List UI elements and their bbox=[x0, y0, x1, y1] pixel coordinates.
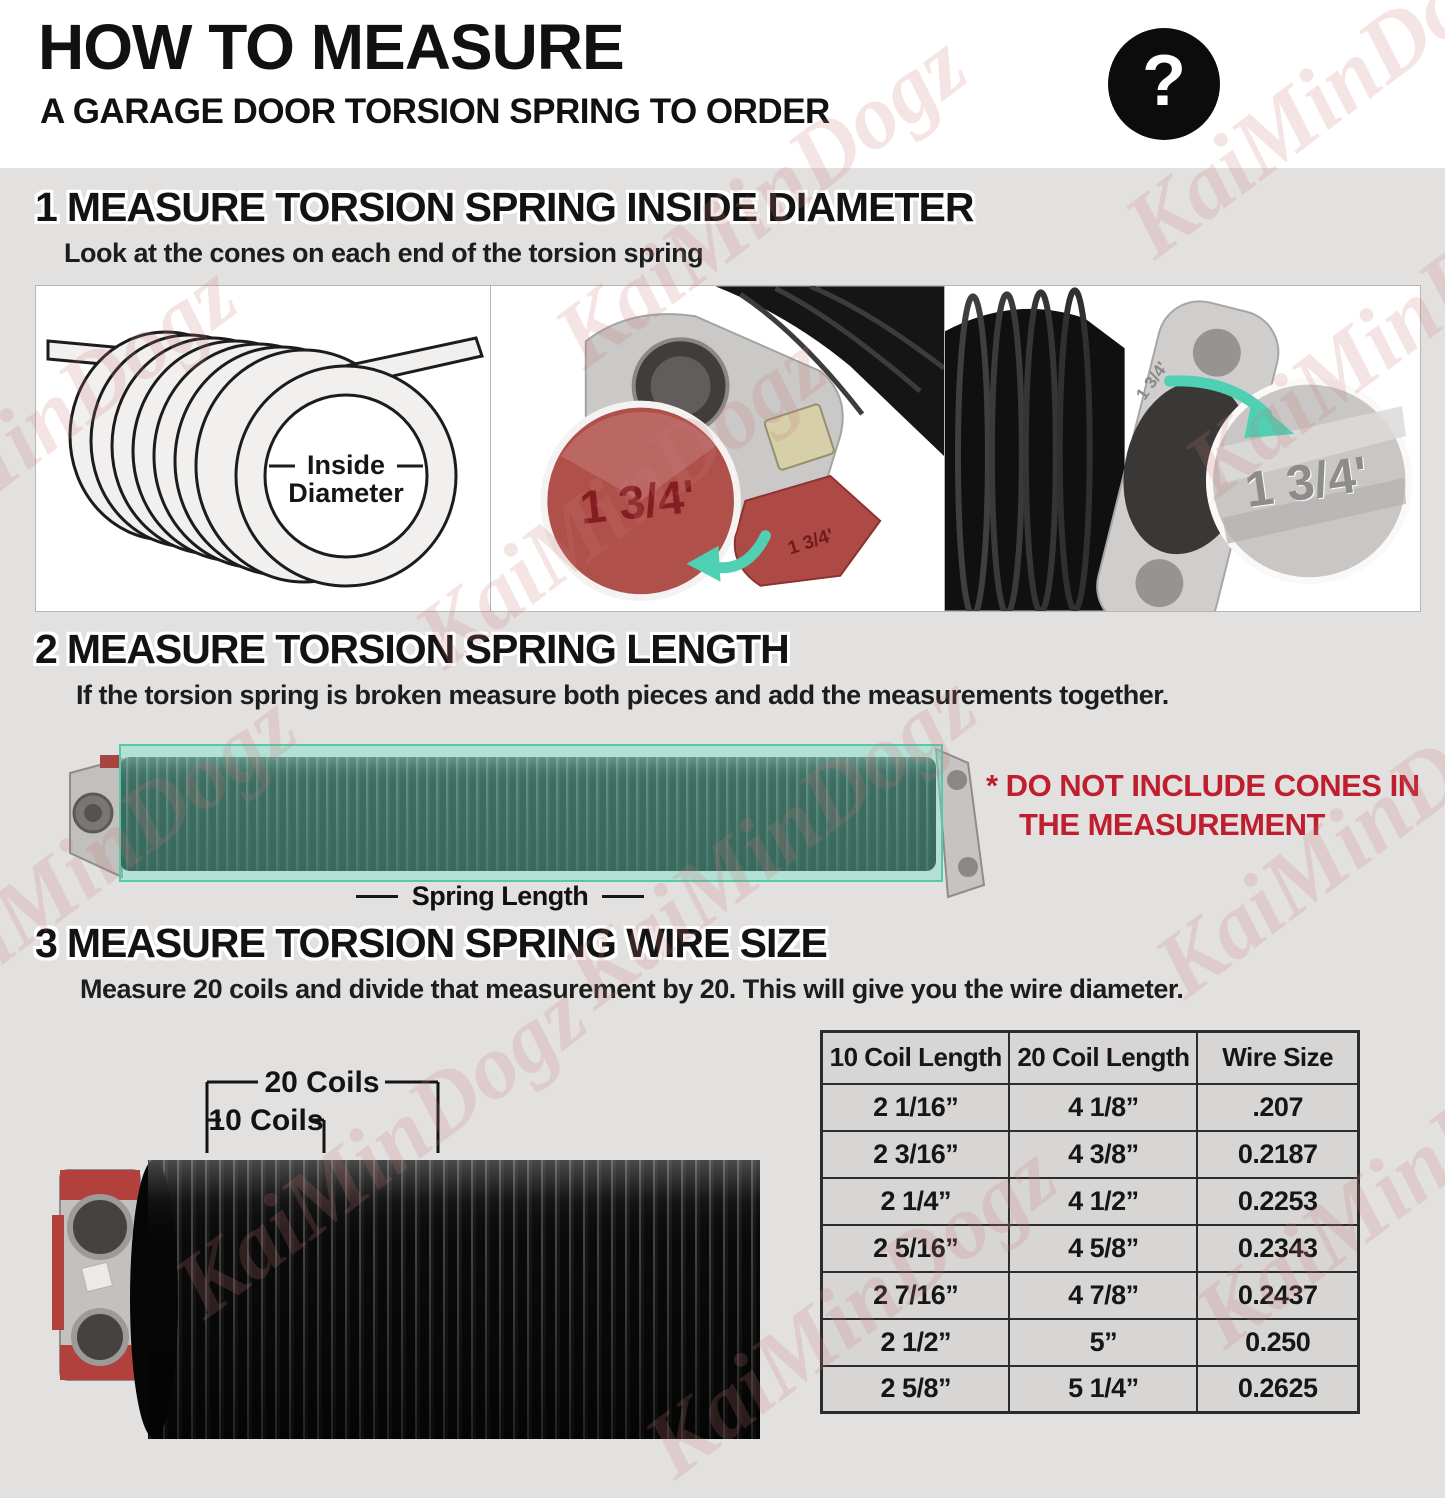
wire-size-figure: 20 Coils 10 Coils bbox=[0, 1020, 800, 1439]
cell-20coil: 5 1/4” bbox=[1008, 1364, 1199, 1414]
cell-wiresize: 0.2343 bbox=[1196, 1223, 1360, 1273]
table-header-row: 10 Coil Length 20 Coil Length Wire Size bbox=[820, 1030, 1360, 1085]
coils10-label: 10 Coils bbox=[208, 1104, 323, 1137]
cell-wiresize: 0.250 bbox=[1196, 1317, 1360, 1367]
cell-20coil: 4 1/8” bbox=[1008, 1082, 1199, 1132]
col-header-10-coil: 10 Coil Length bbox=[820, 1030, 1011, 1085]
question-mark-glyph: ? bbox=[1142, 41, 1186, 121]
step3-title: MEASURE TORSION SPRING WIRE SIZE bbox=[66, 920, 828, 966]
inside-diameter-label-line1: Inside bbox=[307, 450, 385, 480]
inside-diameter-diagram: Inside Diameter bbox=[36, 286, 490, 611]
magnifier-circle bbox=[540, 400, 741, 602]
table-row: 2 5/8” 5 1/4” 0.2625 bbox=[820, 1364, 1360, 1414]
question-mark-icon: ? bbox=[1108, 28, 1220, 140]
spring-length-photo bbox=[69, 744, 986, 899]
step3-subtitle: Measure 20 coils and divide that measure… bbox=[80, 974, 1184, 1004]
cell-20coil: 5” bbox=[1008, 1317, 1199, 1367]
cell-wiresize: 0.2253 bbox=[1196, 1176, 1360, 1226]
cell-wiresize: .207 bbox=[1196, 1082, 1360, 1132]
coil-brackets bbox=[205, 1080, 440, 1153]
flange-illustration: 1 3/4' 1 3/4' bbox=[945, 287, 1413, 611]
step2-heading: 2 MEASURE TORSION SPRING LENGTH bbox=[35, 626, 790, 673]
cell-wiresize: 0.2625 bbox=[1196, 1364, 1360, 1414]
table-row: 2 7/16” 4 7/8” 0.2437 bbox=[820, 1270, 1360, 1320]
spring-coils bbox=[945, 308, 1125, 611]
red-winding-cone bbox=[52, 1169, 141, 1381]
cell-wiresize: 0.2187 bbox=[1196, 1129, 1360, 1179]
cell-20coil: 4 1/2” bbox=[1008, 1176, 1199, 1226]
step2-number: 2 bbox=[35, 626, 58, 672]
set-screw bbox=[763, 403, 835, 471]
spring-length-figure: Spring Length * DO NOT INCLUDE CONES IN … bbox=[0, 735, 1445, 920]
cones-warning-note: * DO NOT INCLUDE CONES IN THE MEASUREMEN… bbox=[986, 767, 1420, 845]
page-subtitle: A GARAGE DOOR TORSION SPRING TO ORDER bbox=[40, 92, 830, 131]
col-header-wire-size: Wire Size bbox=[1196, 1030, 1360, 1085]
cell-20coil: 4 7/8” bbox=[1008, 1270, 1199, 1320]
red-cone-illustration: 1 3/4' 1 3/4' bbox=[540, 286, 944, 602]
red-cone-tip bbox=[733, 474, 882, 587]
cell-20coil: 4 3/8” bbox=[1008, 1129, 1199, 1179]
step1-number: 1 bbox=[35, 184, 58, 230]
cell-10coil: 2 5/16” bbox=[820, 1223, 1011, 1273]
cell-10coil: 2 1/4” bbox=[820, 1176, 1011, 1226]
step1-subtitle: Look at the cones on each end of the tor… bbox=[64, 238, 704, 268]
spring-length-text: Spring Length bbox=[411, 881, 589, 911]
step2-subtitle: If the torsion spring is broken measure … bbox=[76, 680, 1169, 710]
table-row: 2 3/16” 4 3/8” 0.2187 bbox=[820, 1129, 1360, 1179]
table-row: 2 1/16” 4 1/8” .207 bbox=[820, 1082, 1360, 1132]
cell-10coil: 2 5/8” bbox=[820, 1364, 1011, 1414]
red-cone-photo: 1 3/4' 1 3/4' bbox=[490, 286, 944, 611]
label-dash-left bbox=[355, 895, 398, 898]
cell-10coil: 2 1/2” bbox=[820, 1317, 1011, 1367]
table-row: 2 1/2” 5” 0.250 bbox=[820, 1317, 1360, 1367]
col-header-20-coil: 20 Coil Length bbox=[1008, 1030, 1199, 1085]
warning-line2: THE MEASUREMENT bbox=[1019, 806, 1325, 842]
step1-photo-row: Inside Diameter 1 3/4' 1 3/4' bbox=[35, 285, 1421, 612]
cell-10coil: 2 7/16” bbox=[820, 1270, 1011, 1320]
cell-20coil: 4 5/8” bbox=[1008, 1223, 1199, 1273]
coil-spring-illustration: Inside Diameter bbox=[46, 330, 484, 588]
cone-size-marking-magnified: 1 3/4' bbox=[577, 470, 697, 534]
table-row: 2 5/16” 4 5/8” 0.2343 bbox=[820, 1223, 1360, 1273]
step1-heading: 1 MEASURE TORSION SPRING INSIDE DIAMETER bbox=[35, 184, 975, 231]
coil-counting-photo: 20 Coils 10 Coils bbox=[52, 1066, 760, 1439]
cell-10coil: 2 3/16” bbox=[820, 1129, 1011, 1179]
inside-diameter-label-line2: Diameter bbox=[288, 478, 404, 508]
header: HOW TO MEASURE A GARAGE DOOR TORSION SPR… bbox=[0, 0, 1445, 168]
flange-cone-photo: 1 3/4' 1 3/4' bbox=[944, 286, 1420, 611]
length-highlight-overlay bbox=[119, 744, 943, 882]
spring-length-label: Spring Length bbox=[0, 881, 1000, 912]
cell-10coil: 2 1/16” bbox=[820, 1082, 1011, 1132]
step1-title: MEASURE TORSION SPRING INSIDE DIAMETER bbox=[66, 184, 975, 230]
step3-number: 3 bbox=[35, 920, 58, 966]
step2-title: MEASURE TORSION SPRING LENGTH bbox=[66, 626, 790, 672]
label-dash-right bbox=[602, 895, 645, 898]
table-row: 2 1/4” 4 1/2” 0.2253 bbox=[820, 1176, 1360, 1226]
warning-line1: * DO NOT INCLUDE CONES IN bbox=[986, 768, 1420, 803]
page-title: HOW TO MEASURE bbox=[38, 11, 625, 83]
wire-size-table: 10 Coil Length 20 Coil Length Wire Size … bbox=[820, 1030, 1360, 1414]
coils20-label: 20 Coils bbox=[264, 1066, 379, 1099]
step3-heading: 3 MEASURE TORSION SPRING WIRE SIZE bbox=[35, 920, 828, 967]
cell-wiresize: 0.2437 bbox=[1196, 1270, 1360, 1320]
